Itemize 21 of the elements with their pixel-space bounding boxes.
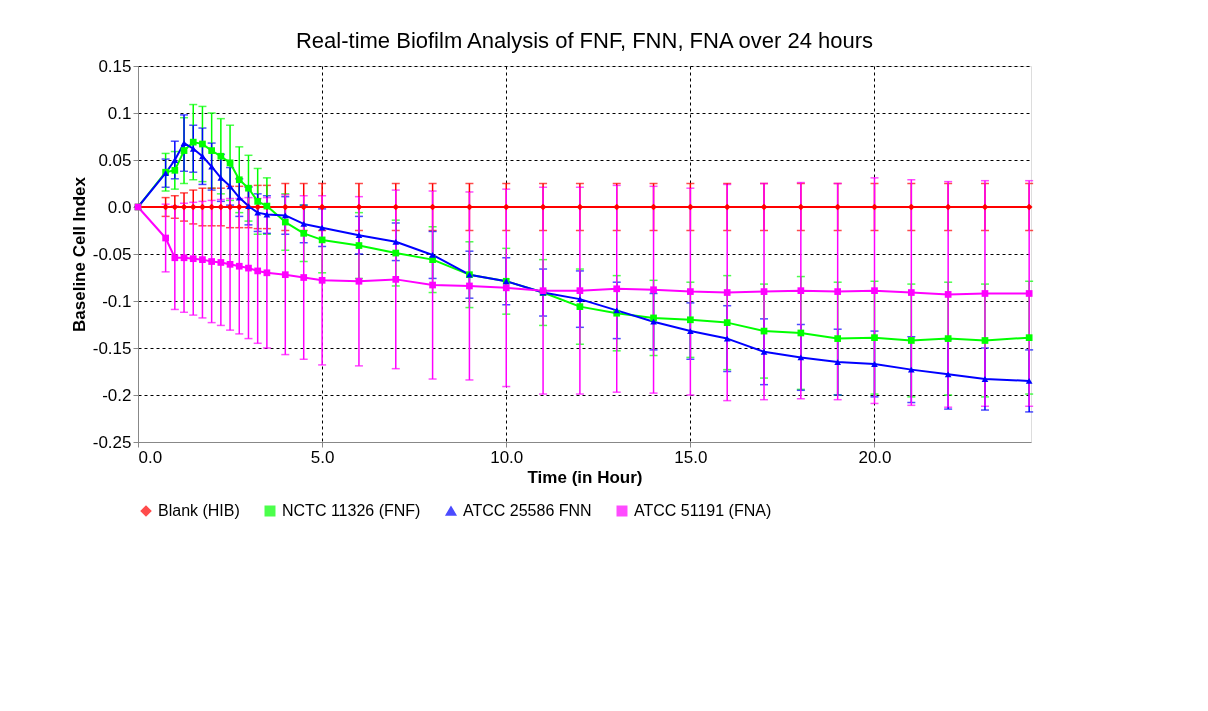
x-tick-label: 5.0 [310, 447, 335, 467]
y-tick-label: -0.05 [92, 244, 132, 264]
x-tick-label: 20.0 [858, 447, 892, 467]
chart-title: Real-time Biofilm Analysis of FNF, FNN, FNA over 24 hours [295, 28, 874, 53]
y-tick-label: 0.1 [107, 103, 132, 123]
x-tick-label: 0.0 [138, 447, 163, 467]
y-tick-label: 0.05 [98, 150, 132, 170]
x-tick-label: 15.0 [674, 447, 708, 467]
y-tick-label: 0.15 [98, 56, 132, 76]
y-tick-label: 0.0 [107, 197, 132, 217]
y-tick-label: -0.2 [102, 385, 132, 405]
legend-label: Blank (HIB) [158, 502, 240, 519]
y-tick-label: -0.15 [92, 338, 132, 358]
legend-label: ATCC 51191 (FNA) [634, 502, 772, 519]
legend-label: ATCC 25586 FNN [463, 502, 592, 519]
legend-label: NCTC 11326 (FNF) [282, 502, 421, 519]
y-axis-title: Baseline Cell Index [69, 176, 89, 332]
y-tick-label: -0.1 [102, 291, 132, 311]
x-tick-label: 10.0 [490, 447, 524, 467]
y-tick-label: -0.25 [92, 432, 132, 452]
x-axis-title: Time (in Hour) [527, 467, 643, 487]
